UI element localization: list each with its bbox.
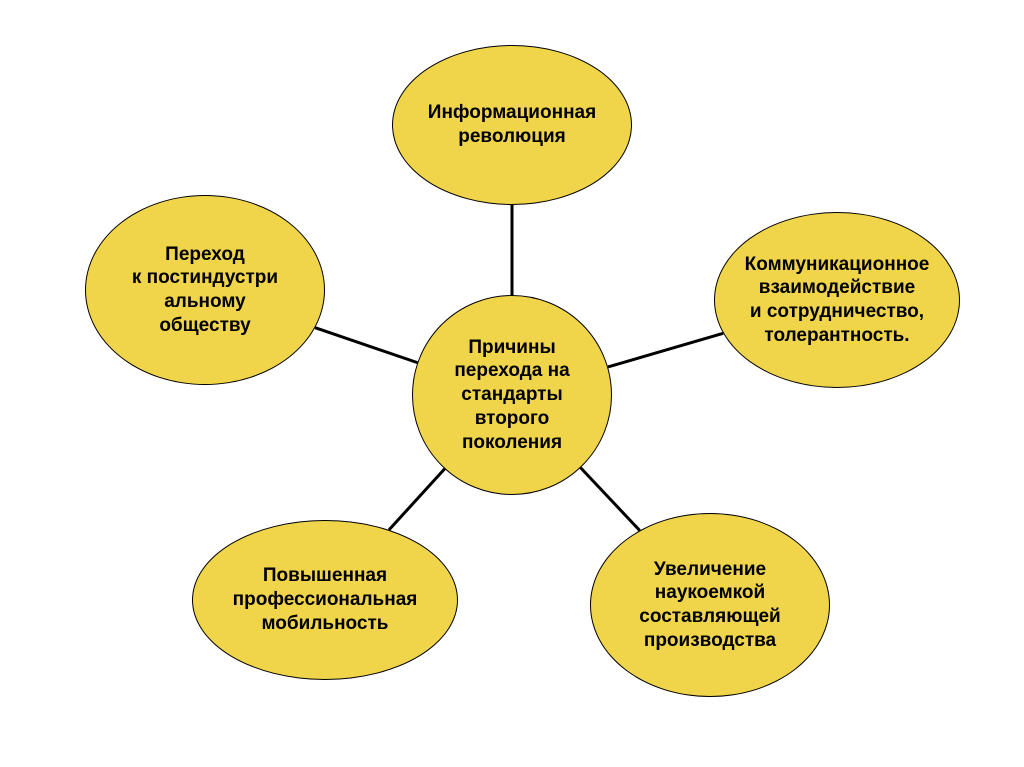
edge [389, 469, 445, 530]
outer-label: Коммуникационное взаимодействие и сотруд… [739, 253, 936, 348]
edge [315, 328, 417, 363]
center-label: Причины перехода на стандарты второго по… [448, 336, 575, 455]
outer-node-bottom-right: Увеличение наукоемкой составляющей произ… [590, 513, 830, 697]
outer-node-left: Переход к постиндустри альному обществу [85, 195, 325, 385]
outer-node-right: Коммуникационное взаимодействие и сотруд… [714, 212, 960, 388]
edge [581, 468, 640, 531]
outer-label: Повышенная профессиональная мобильность [227, 564, 424, 635]
outer-node-bottom-left: Повышенная профессиональная мобильность [192, 520, 458, 680]
outer-label: Увеличение наукоемкой составляющей произ… [633, 558, 786, 653]
edge [608, 333, 723, 367]
outer-node-top: Информационная революция [392, 45, 632, 205]
outer-label: Переход к постиндустри альному обществу [126, 243, 284, 338]
outer-label: Информационная революция [422, 101, 602, 149]
diagram-canvas: Причины перехода на стандарты второго по… [0, 0, 1024, 767]
center-node: Причины перехода на стандарты второго по… [412, 295, 612, 495]
